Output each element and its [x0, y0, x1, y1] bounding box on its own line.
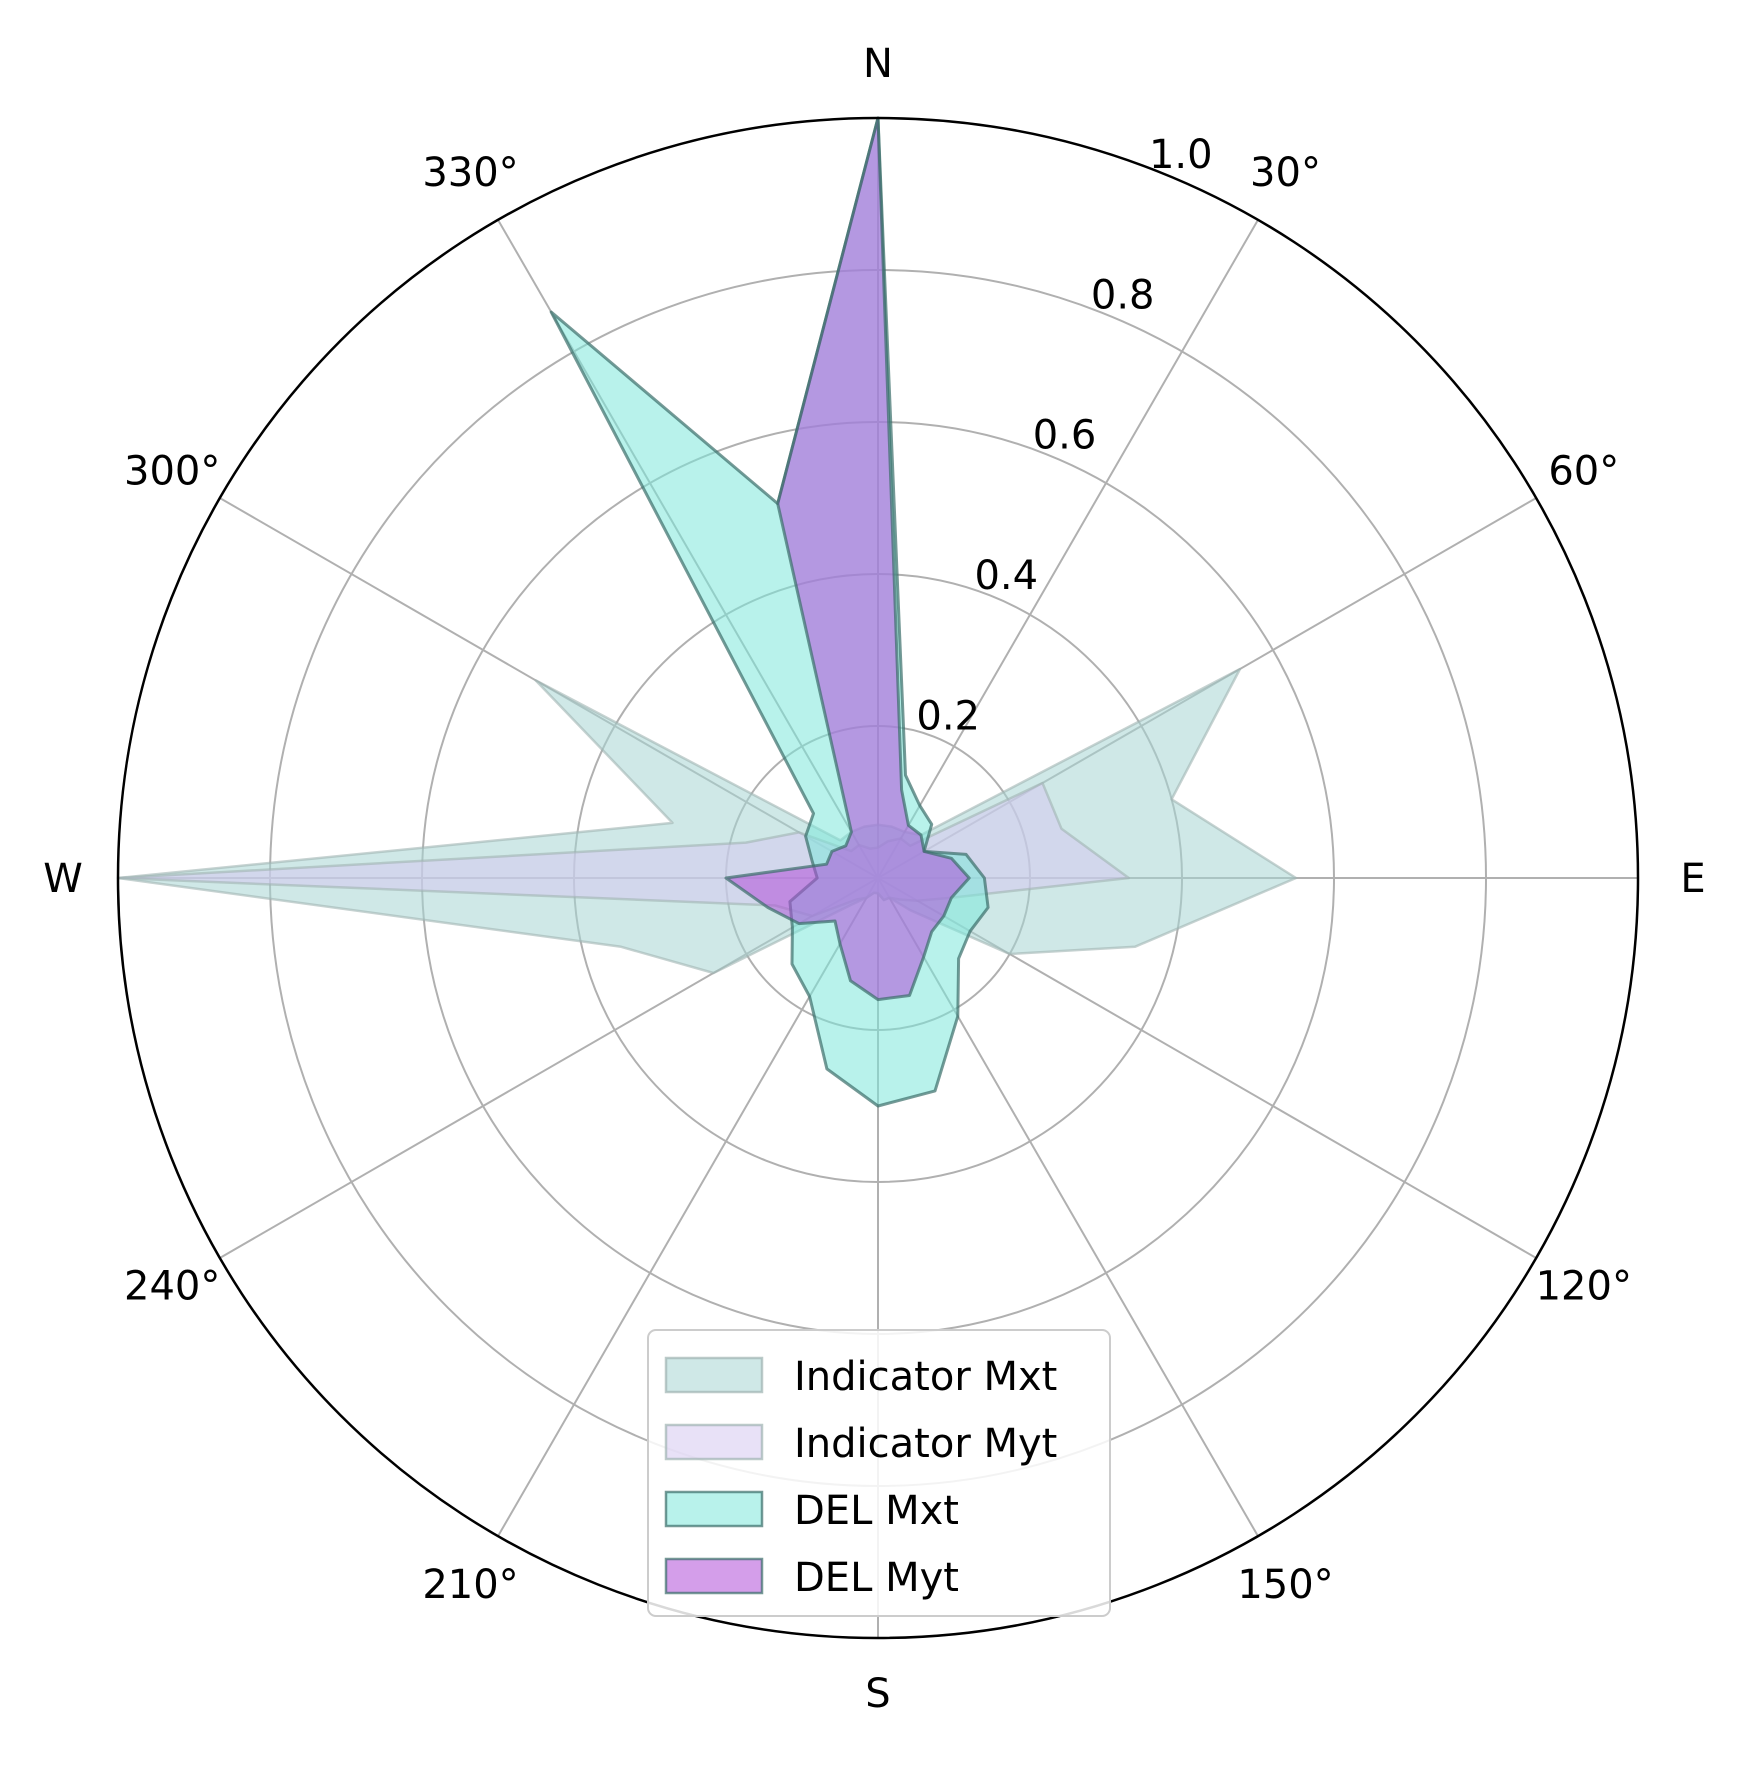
- legend-swatch: [664, 1557, 764, 1595]
- angle-tick-label: S: [865, 1671, 890, 1717]
- legend: Indicator Mxt Indicator Myt DEL Mxt DEL Myt: [647, 1329, 1111, 1617]
- legend-label: Indicator Mxt: [794, 1354, 1057, 1400]
- polar-frame: [116, 116, 1640, 1640]
- angle-tick-label: 150°: [1237, 1562, 1333, 1608]
- legend-swatch: [664, 1490, 764, 1528]
- labels-layer: N 30° 60° E 120° 150° S 210° 240° W 300° 330° 0.2 0.4…: [43, 41, 1705, 1717]
- frame-layer: [116, 116, 1640, 1640]
- angle-tick-label: N: [863, 41, 893, 87]
- angular-gridline: [877, 219, 1259, 879]
- angle-tick-label: 300°: [124, 449, 220, 495]
- radial-tick-label: 1.0: [1149, 132, 1213, 178]
- angle-tick-label: W: [43, 856, 83, 902]
- series-layer: [116, 116, 1298, 1108]
- radial-tick-label: 0.6: [1033, 413, 1097, 459]
- angle-tick-label: 210°: [422, 1562, 518, 1608]
- angle-tick-label: 120°: [1536, 1264, 1632, 1310]
- series-area-indicator-mxt: [116, 667, 1298, 975]
- angle-tick-label: E: [1680, 856, 1705, 902]
- legend-box: [647, 1329, 1111, 1617]
- legend-label: Indicator Myt: [794, 1421, 1057, 1467]
- radial-tick-label: 0.4: [974, 553, 1038, 599]
- radial-tick-label: 0.8: [1091, 272, 1155, 318]
- angle-tick-label: 60°: [1548, 449, 1619, 495]
- angle-tick-label: 240°: [124, 1264, 220, 1310]
- legend-swatch: [664, 1423, 764, 1461]
- angle-tick-label: 30°: [1250, 150, 1321, 196]
- legend-label: DEL Myt: [794, 1555, 959, 1601]
- radial-tick-label: 0.2: [916, 694, 980, 740]
- angle-tick-label: 330°: [422, 150, 518, 196]
- legend-swatch: [664, 1356, 764, 1394]
- series-area-del-myt: [724, 116, 971, 1002]
- legend-label: DEL Mxt: [794, 1488, 959, 1534]
